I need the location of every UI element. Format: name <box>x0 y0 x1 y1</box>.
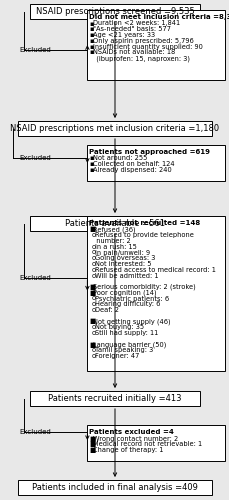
Text: NSAIDs not available: 18: NSAIDs not available: 18 <box>93 50 175 55</box>
Text: In a rush: 15: In a rush: 15 <box>95 244 136 250</box>
Text: Excluded: Excluded <box>20 428 51 434</box>
Text: Change of therapy: 1: Change of therapy: 1 <box>93 447 163 453</box>
Text: Wrong contact number: 2: Wrong contact number: 2 <box>93 436 178 442</box>
FancyBboxPatch shape <box>87 10 224 80</box>
Text: Will be admitted: 1: Will be admitted: 1 <box>95 272 158 278</box>
Text: Patients not approached =619: Patients not approached =619 <box>89 149 209 155</box>
Text: ■: ■ <box>89 436 95 442</box>
Text: Duration <2 weeks: 1,841: Duration <2 weeks: 1,841 <box>93 20 180 26</box>
Text: o: o <box>91 255 95 261</box>
Text: Patients recruited initially =413: Patients recruited initially =413 <box>48 394 181 403</box>
Text: o: o <box>91 272 95 278</box>
Text: o: o <box>91 324 95 330</box>
Text: Refused access to medical record: 1: Refused access to medical record: 1 <box>95 267 215 273</box>
Text: ■: ■ <box>89 284 95 290</box>
Text: ■: ■ <box>89 318 95 324</box>
Text: o: o <box>91 244 95 250</box>
Text: o: o <box>91 250 95 256</box>
Text: Going overseas: 3: Going overseas: 3 <box>95 255 155 261</box>
Text: o: o <box>91 307 95 313</box>
Text: NSAID prescriptions met inclusion criteria =1,180: NSAID prescriptions met inclusion criter… <box>10 124 219 133</box>
FancyBboxPatch shape <box>30 391 199 406</box>
FancyBboxPatch shape <box>87 425 224 461</box>
Text: "As-needed" basis: 577: "As-needed" basis: 577 <box>93 26 171 32</box>
Text: ▪: ▪ <box>89 26 93 32</box>
Text: Refused (36): Refused (36) <box>93 226 135 233</box>
Text: Not buying: 35: Not buying: 35 <box>95 324 144 330</box>
Text: ▪: ▪ <box>89 167 93 173</box>
Text: ▪: ▪ <box>89 156 93 162</box>
Text: Patients excluded =4: Patients excluded =4 <box>89 429 173 435</box>
Text: Refused to provide telephone: Refused to provide telephone <box>95 232 193 238</box>
Text: ▪: ▪ <box>89 50 93 55</box>
Text: Patients included in final analysis =409: Patients included in final analysis =409 <box>32 483 197 492</box>
FancyBboxPatch shape <box>87 216 224 371</box>
Text: ▪: ▪ <box>89 161 93 167</box>
Text: ▪: ▪ <box>89 32 93 38</box>
Text: ■: ■ <box>89 342 95 347</box>
Text: Patients available =561: Patients available =561 <box>65 219 164 228</box>
Text: Psychiatric patients: 6: Psychiatric patients: 6 <box>95 296 168 302</box>
Text: Age <21 years: 33: Age <21 years: 33 <box>93 32 155 38</box>
Text: Not getting supply (46): Not getting supply (46) <box>93 318 170 325</box>
Text: Not interested: 5: Not interested: 5 <box>95 261 151 267</box>
Text: o: o <box>91 261 95 267</box>
Text: Medical record not retrievable: 1: Medical record not retrievable: 1 <box>93 442 202 448</box>
FancyBboxPatch shape <box>30 216 199 231</box>
Text: Already dispensed: 240: Already dispensed: 240 <box>93 167 171 173</box>
Text: number: 2: number: 2 <box>91 238 130 244</box>
Text: Language barrier (50): Language barrier (50) <box>93 342 166 348</box>
Text: o: o <box>91 232 95 238</box>
Text: Patients not recruited =148: Patients not recruited =148 <box>89 220 200 226</box>
Text: Serious comorbidity: 2 (stroke): Serious comorbidity: 2 (stroke) <box>93 284 195 290</box>
Text: Still had supply: 11: Still had supply: 11 <box>95 330 158 336</box>
FancyBboxPatch shape <box>30 4 199 19</box>
Text: Hearing difficulty: 6: Hearing difficulty: 6 <box>95 301 160 307</box>
Text: Insufficient quantity supplied: 90: Insufficient quantity supplied: 90 <box>93 44 202 50</box>
Text: Excluded: Excluded <box>20 47 51 53</box>
Text: Poor cognition (14): Poor cognition (14) <box>93 290 156 296</box>
Text: NSAID prescriptions screened =9,535: NSAID prescriptions screened =9,535 <box>35 7 194 16</box>
Text: o: o <box>91 353 95 359</box>
Text: Tamil speaking: 3: Tamil speaking: 3 <box>95 347 153 353</box>
FancyBboxPatch shape <box>18 121 211 136</box>
Text: o: o <box>91 296 95 302</box>
Text: ■: ■ <box>89 447 95 453</box>
Text: Did not meet inclusion criteria =8,355: Did not meet inclusion criteria =8,355 <box>89 14 229 20</box>
Text: ▪: ▪ <box>89 44 93 50</box>
Text: In pain/unwell: 9: In pain/unwell: 9 <box>95 250 150 256</box>
Text: Deaf: 2: Deaf: 2 <box>95 307 118 313</box>
Text: o: o <box>91 301 95 307</box>
Text: Excluded: Excluded <box>20 274 51 280</box>
Text: ▪: ▪ <box>89 38 93 44</box>
Text: ■: ■ <box>89 442 95 448</box>
Text: Excluded: Excluded <box>20 154 51 160</box>
Text: o: o <box>91 267 95 273</box>
Text: o: o <box>91 347 95 353</box>
Text: Foreigner: 47: Foreigner: 47 <box>95 353 139 359</box>
Text: ▪: ▪ <box>89 20 93 26</box>
Text: ■: ■ <box>89 226 95 232</box>
Text: (ibuprofen: 15, naproxen: 3): (ibuprofen: 15, naproxen: 3) <box>91 55 189 62</box>
Text: Not around: 255: Not around: 255 <box>93 156 147 162</box>
Text: o: o <box>91 330 95 336</box>
Text: Only aspirin prescribed: 5,796: Only aspirin prescribed: 5,796 <box>93 38 193 44</box>
FancyBboxPatch shape <box>18 480 211 495</box>
FancyBboxPatch shape <box>87 145 224 181</box>
Text: ■: ■ <box>89 290 95 296</box>
Text: Collected on behalf: 124: Collected on behalf: 124 <box>93 161 174 167</box>
